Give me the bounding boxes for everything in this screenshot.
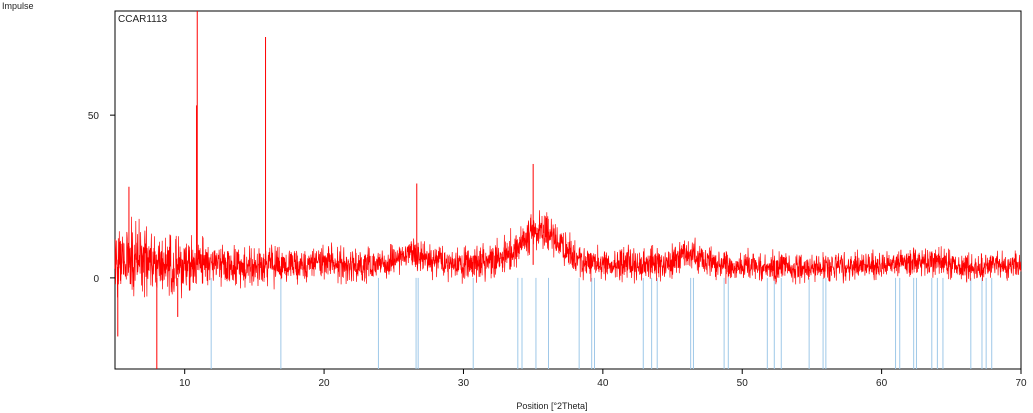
x-tick-label: 70 [1015,378,1027,389]
x-tick-label: 10 [179,378,191,389]
x-axis-title: Position [°2Theta] [516,401,587,411]
series-layer [114,11,1022,369]
x-axis: 10 20 30 40 50 60 70 [179,369,1027,389]
y-tick-label: 50 [88,111,100,122]
x-tick-label: 40 [597,378,609,389]
x-tick-label: 20 [319,378,331,389]
x-tick-label: 50 [737,378,749,389]
y-axis: 0 50 [88,111,115,285]
y-tick-label: 0 [93,274,99,285]
plot-frame [114,10,1022,370]
x-tick-label: 30 [458,378,470,389]
y-axis-title: Impulse [2,1,34,11]
x-tick-label: 60 [876,378,888,389]
sample-label: CCAR1113 [118,14,168,25]
reference-lines [210,277,993,369]
